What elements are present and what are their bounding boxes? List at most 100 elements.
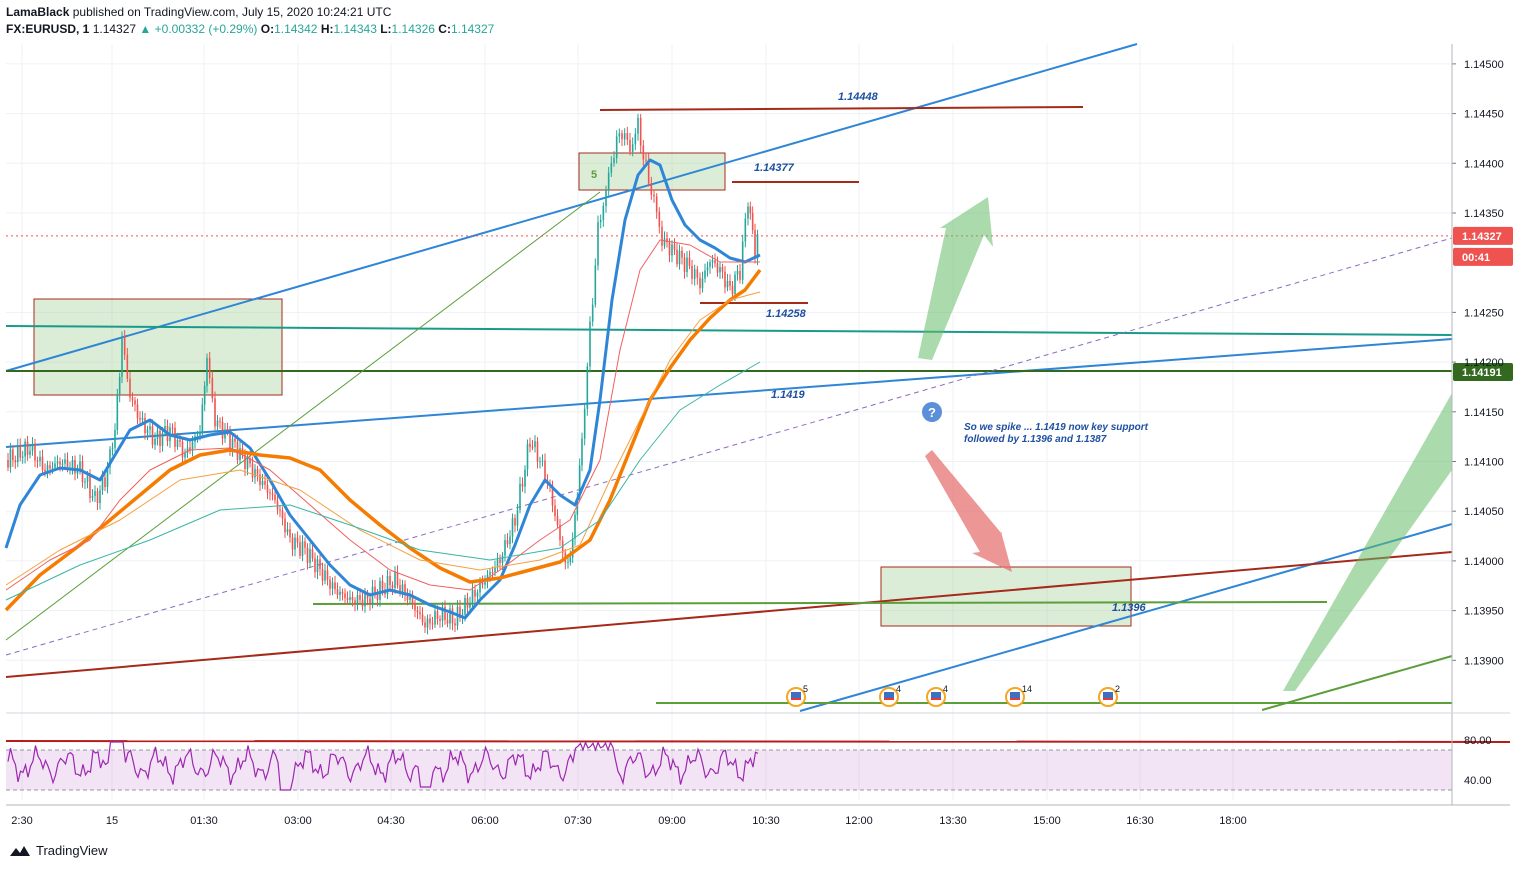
chart-header: LamaBlack published on TradingView.com, … bbox=[6, 4, 494, 38]
x-tick-label: 09:00 bbox=[658, 815, 686, 827]
candle-body bbox=[594, 265, 597, 305]
x-tick-label: 07:30 bbox=[564, 815, 592, 827]
candle-body bbox=[496, 559, 499, 568]
candle-body bbox=[711, 260, 714, 263]
candle-body bbox=[94, 491, 96, 497]
candle-body bbox=[459, 606, 461, 618]
key-level-badge: 1.14191 bbox=[1462, 367, 1502, 379]
event-flag-icon bbox=[1010, 692, 1020, 699]
candle-body bbox=[326, 570, 329, 580]
candle-body bbox=[296, 537, 299, 543]
candle-body bbox=[184, 453, 186, 458]
up-arrow-right bbox=[1283, 393, 1452, 691]
candle-body bbox=[304, 541, 306, 548]
ohlc-line: FX:EURUSD, 1 1.14327 ▲ +0.00332 (+0.29%)… bbox=[6, 21, 494, 38]
candle-body bbox=[49, 465, 51, 469]
symbol-label[interactable]: FX:EURUSD, 1 bbox=[6, 22, 90, 36]
chart-grid bbox=[6, 44, 1452, 800]
candle-body bbox=[686, 257, 688, 273]
tradingview-logo[interactable]: TradingView bbox=[8, 843, 108, 858]
up-arrow-mid bbox=[918, 197, 993, 360]
candle-body bbox=[284, 518, 286, 533]
candle-body bbox=[404, 584, 406, 595]
candle-body bbox=[126, 354, 129, 379]
publish-line: LamaBlack published on TradingView.com, … bbox=[6, 4, 494, 21]
candle-body bbox=[191, 441, 194, 451]
candle-body bbox=[756, 234, 759, 259]
annotation-line-2: followed by 1.1396 and 1.1387 bbox=[964, 434, 1107, 445]
lower-trendline bbox=[799, 523, 1453, 712]
candle-body bbox=[54, 463, 56, 468]
candle-body bbox=[291, 537, 294, 550]
candle-body bbox=[71, 460, 74, 468]
candle-body bbox=[61, 463, 64, 465]
candle-body bbox=[109, 449, 111, 468]
candle-body bbox=[578, 465, 581, 498]
candle-body bbox=[504, 540, 506, 556]
chart-overlay[interactable]: 1.14448 1.14377 1.14258 1.1419 1.1396 5 So we … bbox=[591, 91, 1513, 707]
author-name[interactable]: LamaBlack bbox=[6, 5, 70, 19]
candle-body bbox=[259, 474, 261, 486]
high-value: 1.14343 bbox=[333, 22, 377, 36]
candle-body bbox=[639, 117, 642, 146]
dashed-channel-line bbox=[5, 237, 1453, 656]
candle-body bbox=[221, 421, 224, 439]
candle-body bbox=[104, 477, 106, 488]
candle-body bbox=[429, 618, 431, 624]
candle-body bbox=[744, 218, 747, 242]
candle-body bbox=[379, 580, 381, 600]
candle-body bbox=[9, 449, 12, 468]
candle-body bbox=[346, 598, 349, 600]
ema-blue-fast bbox=[4, 158, 761, 620]
candle-body bbox=[171, 427, 174, 429]
candle-body bbox=[249, 458, 251, 464]
candle-body bbox=[524, 469, 526, 487]
candle-body bbox=[329, 579, 331, 589]
demand-zone-box bbox=[33, 298, 283, 396]
level-label-1-14377: 1.14377 bbox=[754, 162, 795, 174]
x-tick-label: 03:00 bbox=[284, 815, 312, 827]
candle-body bbox=[201, 404, 204, 432]
candle-body bbox=[159, 430, 161, 446]
candle-body bbox=[299, 542, 301, 556]
current-price-badge-bg bbox=[1453, 226, 1513, 245]
event-flag-icon bbox=[791, 692, 801, 699]
candle-body bbox=[481, 582, 484, 585]
chart-drawings[interactable] bbox=[5, 43, 1453, 712]
candle-body bbox=[349, 596, 351, 600]
candle-body bbox=[219, 420, 221, 422]
candle-body bbox=[336, 589, 339, 595]
candle-body bbox=[494, 567, 496, 573]
candle-body bbox=[12, 449, 14, 461]
candle-body bbox=[264, 480, 266, 485]
candle-body bbox=[311, 549, 314, 559]
candle-body bbox=[693, 269, 696, 279]
candle-body bbox=[256, 469, 259, 475]
candle-body bbox=[376, 593, 379, 600]
candle-body bbox=[26, 441, 29, 455]
candle-body bbox=[324, 570, 326, 581]
candle-body bbox=[509, 536, 511, 545]
candle-body bbox=[181, 441, 184, 458]
candle-body bbox=[724, 271, 726, 288]
candle-body bbox=[591, 304, 594, 322]
y-tick-label: 1.14100 bbox=[1464, 456, 1504, 468]
candle-body bbox=[681, 250, 683, 258]
candle-body bbox=[114, 430, 116, 448]
candle-body bbox=[653, 194, 655, 197]
candle-body bbox=[111, 447, 114, 450]
candle-body bbox=[279, 509, 281, 511]
level-label-1-14448: 1.14448 bbox=[838, 91, 879, 103]
candle-body bbox=[474, 589, 476, 597]
candle-body bbox=[386, 576, 389, 595]
candle-body bbox=[536, 441, 539, 462]
candle-body bbox=[613, 158, 615, 164]
candle-body bbox=[529, 443, 531, 448]
x-tick-label: 13:30 bbox=[939, 815, 967, 827]
candle-body bbox=[645, 159, 647, 161]
candle-body bbox=[331, 582, 334, 589]
annotation-line-1: So we spike ... 1.1419 now key support bbox=[964, 422, 1149, 433]
current-price-badge: 1.14327 bbox=[1462, 231, 1502, 243]
candle-body bbox=[668, 242, 671, 256]
